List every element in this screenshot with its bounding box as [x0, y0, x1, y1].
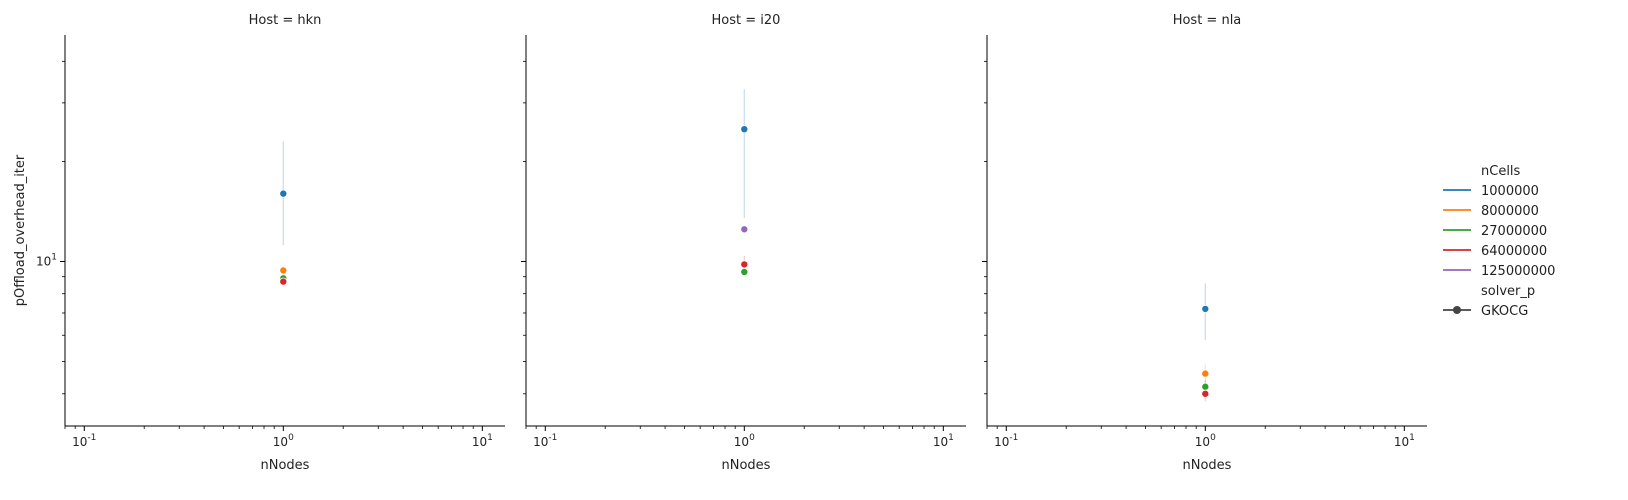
panel-title: Host = i20 — [712, 13, 781, 28]
panel-title: Host = hkn — [249, 13, 322, 28]
panel-title: Host = nla — [1173, 13, 1242, 28]
panel-2: Host = i20 10-1 100 101 nNodes — [521, 13, 966, 473]
x-tick-label: 101 — [1394, 433, 1415, 449]
y-tick-label: 101 — [36, 252, 57, 268]
data-point — [1201, 369, 1210, 378]
data-point — [740, 125, 749, 134]
x-tick-label: 100 — [1195, 433, 1216, 449]
x-tick-label: 101 — [933, 433, 954, 449]
data-point — [740, 225, 749, 234]
legend-marker — [1453, 306, 1461, 314]
legend-entry: 1000000 — [1481, 184, 1539, 199]
x-tick-label: 100 — [734, 433, 755, 449]
data-point — [1201, 389, 1210, 398]
x-tick-label: 101 — [472, 433, 493, 449]
legend-entry: 64000000 — [1481, 244, 1547, 259]
data-point — [279, 266, 288, 275]
legend-entry: 27000000 — [1481, 224, 1547, 239]
y-axis-label: pOffload_overhead_iter — [13, 154, 28, 306]
data-point — [279, 189, 288, 198]
panel-3: Host = nla 10-1 100 101 nNodes — [982, 13, 1427, 473]
x-tick-label: 100 — [273, 433, 294, 449]
x-tick-label: 10-1 — [533, 433, 557, 449]
x-axis-label: nNodes — [722, 458, 771, 473]
legend-title-ncells: nCells — [1481, 164, 1521, 179]
data-point — [1201, 382, 1210, 391]
panels: Host = hkn 10-1 100 101 101 nNodes pOffload_ov… — [13, 13, 1427, 473]
legend-title-solver: solver_p — [1481, 284, 1535, 299]
legend-entry: GKOCG — [1481, 304, 1528, 319]
data-point — [740, 260, 749, 269]
x-axis-label: nNodes — [1183, 458, 1232, 473]
x-tick-label: 10-1 — [994, 433, 1018, 449]
legend: nCells 1000000 8000000 27000000 64000000 1250… — [1443, 164, 1555, 319]
legend-entry: 8000000 — [1481, 204, 1539, 219]
panel-1: Host = hkn 10-1 100 101 101 nNodes pOffload_ov… — [13, 13, 505, 473]
data-point — [740, 267, 749, 276]
data-point — [1201, 304, 1210, 313]
legend-entry: 125000000 — [1481, 264, 1555, 279]
x-axis-label: nNodes — [261, 458, 310, 473]
x-tick-label: 10-1 — [72, 433, 96, 449]
data-point — [279, 277, 288, 286]
